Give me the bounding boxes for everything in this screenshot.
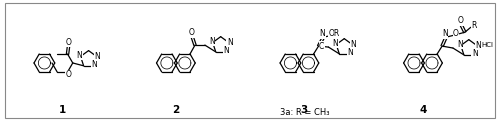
Text: N: N <box>224 46 230 55</box>
Text: OR: OR <box>328 29 340 38</box>
Text: 3a: R = CH₃: 3a: R = CH₃ <box>280 108 329 117</box>
Text: R: R <box>471 21 476 30</box>
Text: N: N <box>457 40 462 49</box>
Text: N: N <box>332 39 338 48</box>
Text: N: N <box>350 40 356 49</box>
Text: N: N <box>442 29 448 38</box>
Text: O: O <box>66 38 71 47</box>
Text: O: O <box>189 28 195 37</box>
Text: N: N <box>320 29 326 38</box>
Text: N: N <box>227 38 232 47</box>
Text: 4: 4 <box>420 105 426 115</box>
Text: N: N <box>92 60 98 69</box>
Text: N: N <box>475 41 480 50</box>
Text: O: O <box>453 29 459 38</box>
Text: N: N <box>76 51 82 60</box>
Text: 2: 2 <box>172 105 180 115</box>
Text: N: N <box>94 52 100 61</box>
Text: 3: 3 <box>300 105 308 115</box>
Text: O: O <box>66 70 71 79</box>
Text: HCl: HCl <box>482 42 494 48</box>
Text: N: N <box>472 49 478 58</box>
Text: N: N <box>209 37 214 46</box>
Text: N: N <box>348 48 353 57</box>
Text: C: C <box>319 42 324 51</box>
Text: O: O <box>458 16 464 25</box>
Text: 1: 1 <box>58 105 66 115</box>
